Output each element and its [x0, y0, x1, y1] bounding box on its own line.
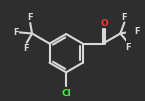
- Text: Cl: Cl: [61, 89, 71, 98]
- Text: F: F: [27, 13, 33, 22]
- Text: O: O: [101, 19, 109, 28]
- Text: F: F: [23, 44, 29, 53]
- Text: F: F: [134, 27, 139, 36]
- Text: F: F: [122, 13, 127, 22]
- Text: F: F: [13, 28, 19, 37]
- Text: F: F: [125, 43, 131, 52]
